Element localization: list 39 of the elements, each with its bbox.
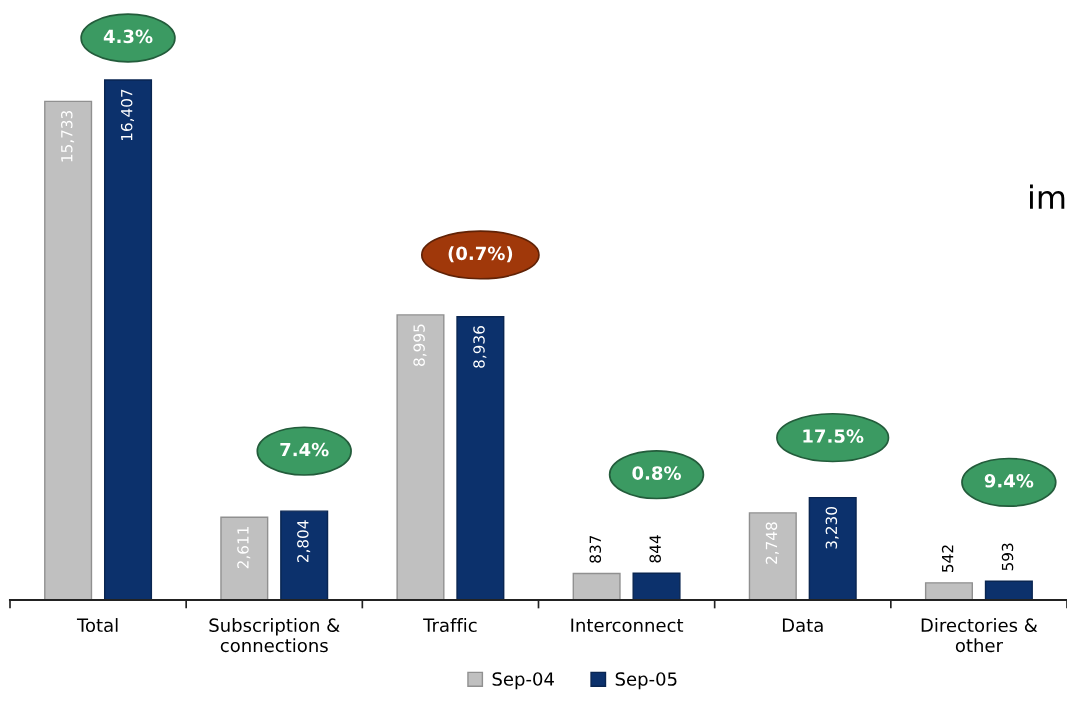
bar <box>632 572 681 600</box>
data-label: 15,733 <box>61 110 75 162</box>
data-label: 844 <box>649 535 661 563</box>
annotation: 17.5% <box>803 429 864 443</box>
data-label: 2,748 <box>765 522 779 564</box>
annotation: (0.7%) <box>448 246 513 263</box>
bar <box>396 314 445 600</box>
data-label: 837 <box>589 535 602 563</box>
x-tick-label: Subscription & connections <box>209 618 340 653</box>
annotation: im <box>1030 184 1065 209</box>
bar <box>808 496 857 600</box>
legend-label: Sep-05 <box>615 672 677 690</box>
bar <box>924 582 974 600</box>
data-label: 16,407 <box>120 89 135 141</box>
text: 4.3% <box>103 29 153 44</box>
x-tick-label: Interconnect <box>571 618 684 633</box>
annotation: 7.4% <box>280 442 329 457</box>
bar <box>280 510 329 600</box>
bar <box>220 516 269 600</box>
bar <box>103 79 153 600</box>
x-tick-label: Directories & other <box>921 618 1038 653</box>
bar <box>44 100 93 600</box>
data-label: 8,995 <box>413 324 427 366</box>
data-label: 2,611 <box>237 526 251 569</box>
x-tick-label: Traffic <box>423 618 477 633</box>
bar <box>984 580 1033 600</box>
bar <box>748 512 797 600</box>
x-tick-label: Total <box>76 618 118 633</box>
data-label: 2,804 <box>297 520 311 563</box>
x-tick-label: Data <box>782 618 823 633</box>
data-label: 3,230 <box>825 506 839 549</box>
bar <box>456 316 505 600</box>
bar <box>572 572 621 600</box>
legend-label: Sep-04 <box>492 672 554 690</box>
data-label: 8,936 <box>473 326 487 368</box>
data-label: 593 <box>1001 543 1014 571</box>
annotation: 0.8% <box>632 466 681 480</box>
data-label: 542 <box>941 545 954 572</box>
annotation: 9.4% <box>984 473 1034 488</box>
